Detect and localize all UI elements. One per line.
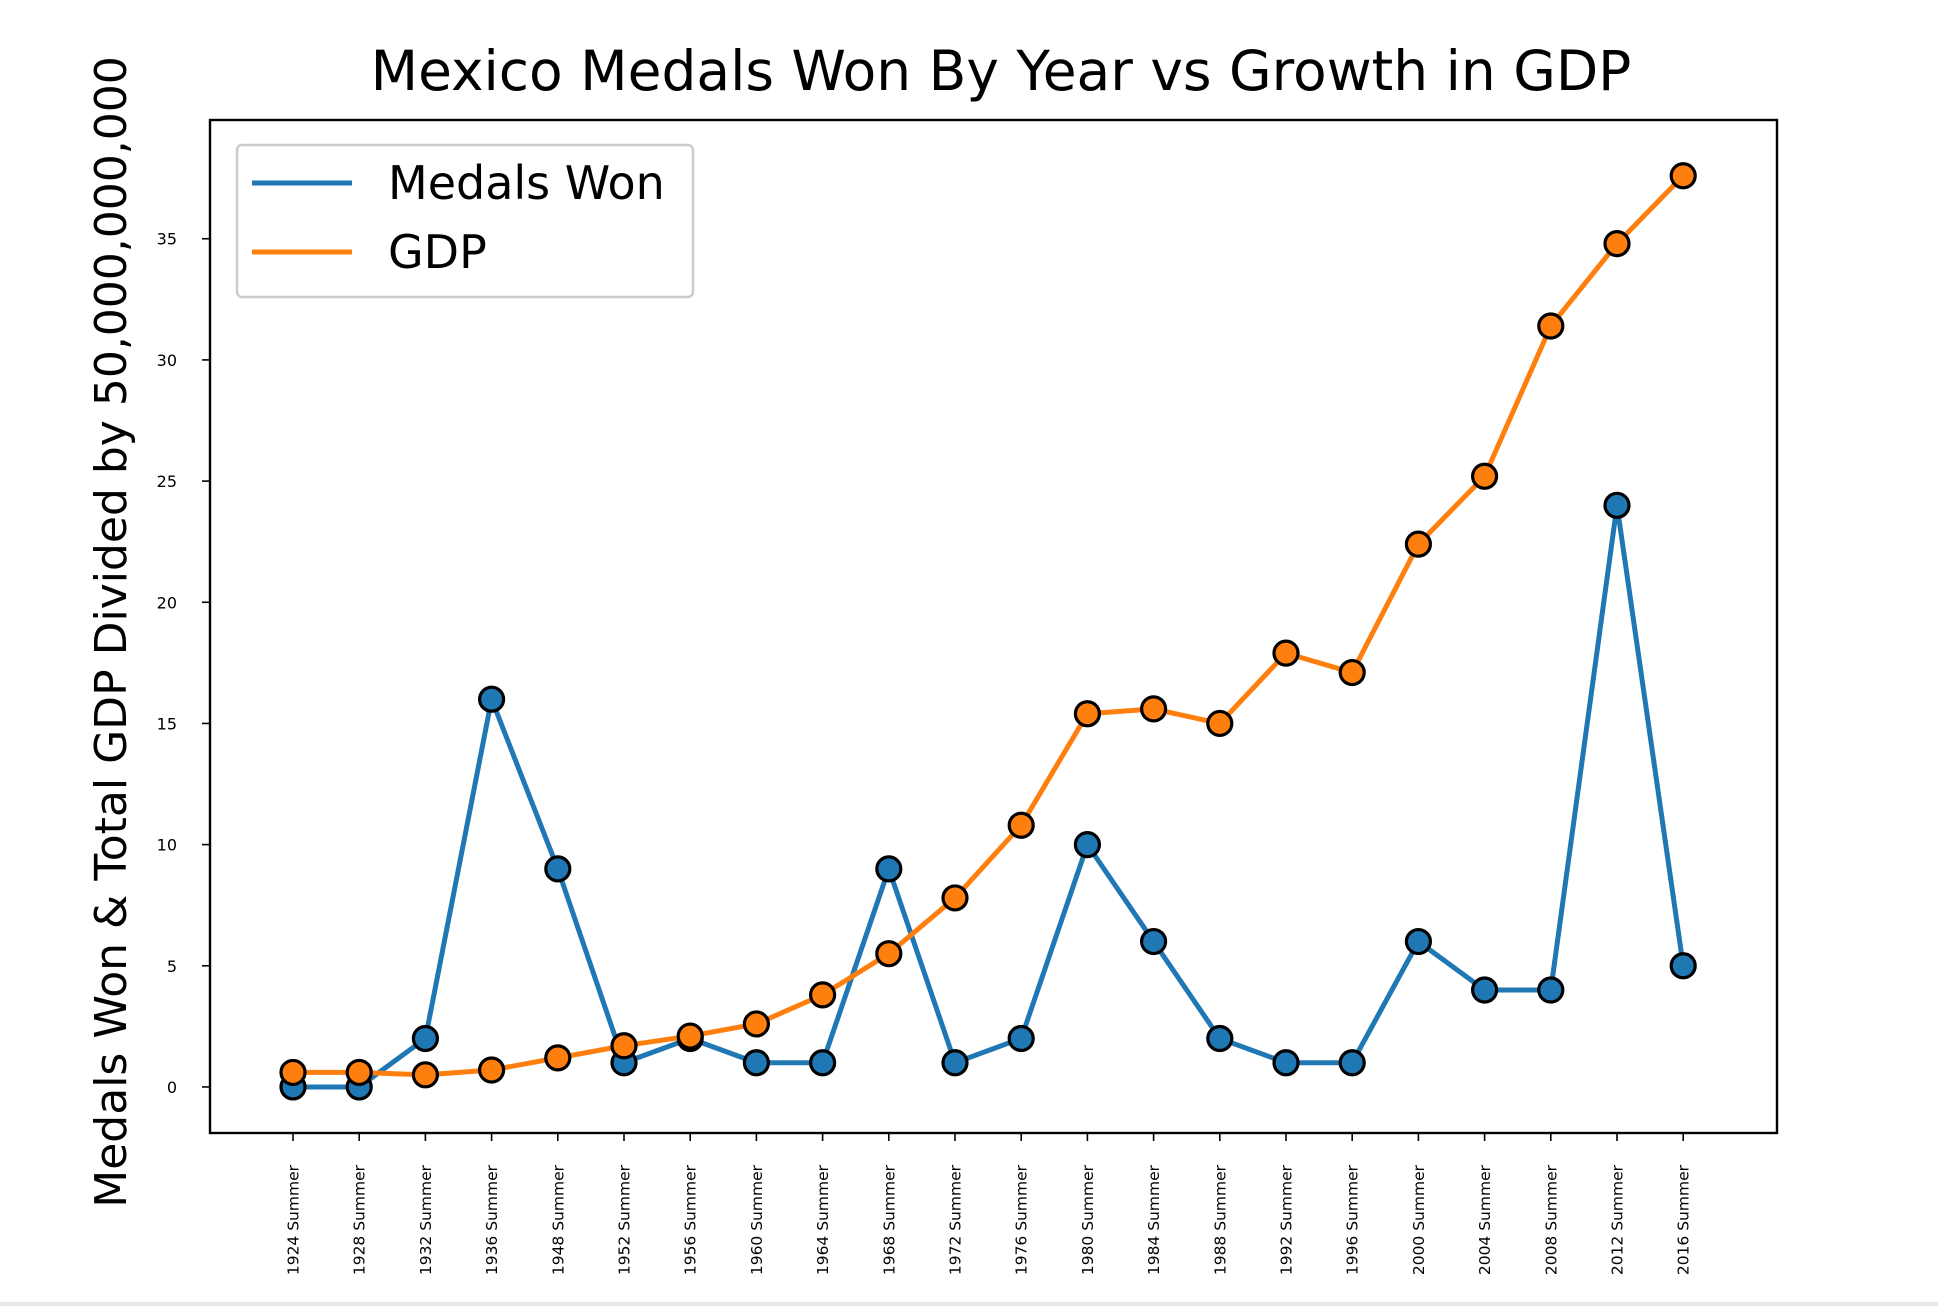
- x-tick-label: 1980 Summer: [1079, 1164, 1097, 1275]
- y-tick-label: 35: [157, 230, 177, 249]
- data-point: [1206, 709, 1234, 738]
- x-tick-label: 2008 Summer: [1542, 1164, 1560, 1275]
- y-tick-label: 15: [157, 714, 177, 733]
- x-tick-label: 1928 Summer: [351, 1164, 369, 1275]
- data-point: [1073, 700, 1102, 728]
- data-point: [1007, 1024, 1035, 1053]
- data-point: [808, 981, 837, 1009]
- data-point: [411, 1024, 439, 1053]
- data-point: [1139, 695, 1168, 723]
- legend: Medals Won GDP: [235, 143, 695, 299]
- x-tick-label: 1956 Summer: [682, 1164, 700, 1275]
- data-point: [1669, 162, 1697, 190]
- data-point: [875, 940, 903, 968]
- x-tick-label: 2000 Summer: [1410, 1164, 1428, 1275]
- data-point: [941, 884, 969, 912]
- data-point: [1470, 462, 1499, 490]
- y-tick-label: 0: [167, 1078, 177, 1097]
- x-tick-label: 1968 Summer: [880, 1164, 898, 1275]
- x-tick-label: 1996 Summer: [1344, 1164, 1362, 1275]
- data-point: [1669, 952, 1697, 980]
- data-point: [1404, 927, 1433, 956]
- data-point: [610, 1032, 638, 1060]
- data-point: [1603, 491, 1631, 519]
- data-point: [1139, 927, 1168, 956]
- window-bottom-edge: [0, 1302, 1938, 1306]
- data-point: [1404, 530, 1433, 558]
- data-point: [676, 1022, 704, 1050]
- x-tick-label: 1976 Summer: [1013, 1164, 1031, 1275]
- series-gdp: [279, 162, 1697, 1089]
- x-axis-ticks: 1924 Summer 1928 Summer 1932 Summer 1936 Su…: [285, 1133, 1693, 1275]
- y-tick-label: 30: [157, 351, 177, 370]
- y-axis-ticks: 0 5 10 15 20 25 30 35: [157, 230, 210, 1097]
- x-tick-label: 2004 Summer: [1476, 1164, 1494, 1275]
- data-point: [478, 685, 506, 713]
- data-point: [1537, 976, 1565, 1004]
- x-tick-label: 1948 Summer: [549, 1164, 567, 1275]
- data-point: [1338, 658, 1366, 687]
- series-line: [293, 502, 1686, 1090]
- x-tick-label: 2016 Summer: [1675, 1164, 1693, 1275]
- data-point: [875, 855, 903, 883]
- chart-title: Mexico Medals Won By Year vs Growth in G…: [371, 39, 1632, 103]
- data-point: [411, 1061, 439, 1089]
- y-tick-label: 25: [157, 472, 177, 491]
- x-tick-label: 1952 Summer: [616, 1164, 634, 1275]
- x-tick-label: 1984 Summer: [1145, 1164, 1163, 1275]
- data-point: [742, 1010, 771, 1038]
- data-point: [742, 1049, 771, 1077]
- series-layer: [279, 162, 1697, 1101]
- legend-label: Medals Won: [388, 156, 665, 210]
- data-point: [1073, 831, 1102, 859]
- x-tick-label: 1924 Summer: [285, 1164, 303, 1275]
- data-point: [1537, 312, 1565, 340]
- data-point: [1007, 811, 1035, 839]
- data-point: [478, 1056, 506, 1084]
- data-point: [544, 855, 572, 883]
- data-point: [1206, 1024, 1234, 1053]
- data-point: [1603, 229, 1631, 258]
- data-point: [345, 1058, 373, 1087]
- x-tick-label: 1932 Summer: [417, 1164, 435, 1275]
- x-tick-label: 1960 Summer: [748, 1164, 766, 1275]
- x-tick-label: 1992 Summer: [1278, 1164, 1296, 1275]
- x-tick-label: 1964 Summer: [814, 1164, 832, 1275]
- y-tick-label: 5: [167, 957, 177, 976]
- series-line: [293, 173, 1685, 1078]
- y-tick-label: 20: [157, 593, 177, 612]
- y-tick-label: 10: [157, 836, 177, 855]
- data-point: [941, 1049, 969, 1077]
- x-tick-label: 1988 Summer: [1211, 1164, 1229, 1275]
- y-axis-label: Medals Won & Total GDP Divided by 50,000…: [86, 56, 137, 1207]
- data-point: [1272, 639, 1300, 667]
- x-tick-label: 2012 Summer: [1609, 1164, 1627, 1275]
- x-tick-label: 1936 Summer: [483, 1164, 501, 1275]
- data-point: [279, 1058, 307, 1087]
- data-point: [1272, 1049, 1300, 1077]
- data-point: [808, 1049, 837, 1077]
- data-point: [544, 1044, 572, 1072]
- legend-label: GDP: [388, 225, 487, 279]
- data-point: [1470, 976, 1499, 1004]
- data-point: [1338, 1049, 1366, 1077]
- x-tick-label: 1972 Summer: [947, 1164, 965, 1275]
